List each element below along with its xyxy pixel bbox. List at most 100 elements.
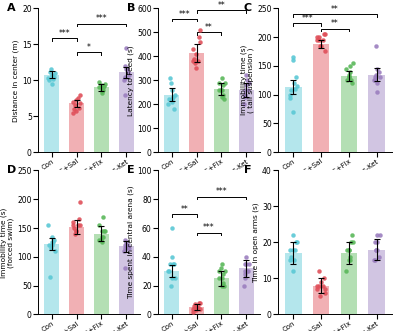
Point <box>99 86 105 92</box>
Point <box>170 94 176 100</box>
Point <box>70 110 76 115</box>
Point <box>48 243 55 248</box>
Text: ***: *** <box>301 14 313 23</box>
Bar <box>285 253 302 314</box>
Point <box>76 105 82 110</box>
Point <box>376 254 382 260</box>
Point <box>76 200 83 205</box>
Point <box>124 67 130 72</box>
Point <box>344 77 350 83</box>
Point <box>321 290 328 296</box>
Point <box>346 75 352 80</box>
Point <box>70 222 76 228</box>
Point <box>374 89 380 94</box>
Point <box>372 72 379 77</box>
Point <box>170 106 177 112</box>
Bar <box>69 227 84 314</box>
Point <box>292 240 299 245</box>
Point <box>72 228 79 234</box>
Point <box>72 108 79 113</box>
Point <box>167 261 173 267</box>
Point <box>98 237 104 242</box>
Point <box>314 283 320 288</box>
Point <box>96 79 102 84</box>
Text: **: ** <box>205 23 213 32</box>
Point <box>319 37 326 43</box>
Bar <box>313 286 330 314</box>
Point <box>316 269 322 274</box>
Point <box>322 287 328 292</box>
Bar <box>239 90 254 152</box>
Text: ***: *** <box>96 15 107 24</box>
Point <box>373 240 380 245</box>
Point <box>122 74 128 79</box>
Point <box>75 222 81 228</box>
Point <box>314 37 321 43</box>
Point <box>286 92 293 97</box>
Bar <box>340 253 357 314</box>
Point <box>48 240 55 245</box>
Point <box>76 217 82 222</box>
Point <box>192 307 199 313</box>
Point <box>243 73 250 78</box>
Point <box>170 261 177 267</box>
Point <box>49 234 55 239</box>
Point <box>372 240 378 245</box>
Text: F: F <box>244 165 251 175</box>
Point <box>346 258 353 263</box>
Point <box>192 66 199 71</box>
Point <box>242 87 248 92</box>
Point <box>344 247 350 252</box>
Point <box>343 66 349 71</box>
Point <box>319 283 326 288</box>
Point <box>48 73 55 78</box>
Point <box>221 283 228 288</box>
Point <box>168 276 175 281</box>
Point <box>50 240 56 245</box>
Point <box>350 240 356 245</box>
Point <box>122 237 128 242</box>
Point <box>122 63 128 69</box>
Point <box>98 83 104 88</box>
Point <box>196 34 202 40</box>
Point <box>70 99 76 105</box>
Point <box>50 74 57 79</box>
Point <box>243 261 250 267</box>
Point <box>290 258 297 263</box>
Point <box>48 246 54 251</box>
Text: D: D <box>8 165 17 175</box>
Point <box>317 43 323 48</box>
Point <box>292 75 299 80</box>
Point <box>100 87 106 92</box>
Point <box>122 92 128 97</box>
Point <box>241 102 247 107</box>
Bar <box>44 244 59 314</box>
Point <box>244 269 250 274</box>
Point <box>246 261 252 267</box>
Point <box>290 247 296 252</box>
Point <box>347 63 354 69</box>
Bar <box>340 76 357 152</box>
Point <box>75 96 81 101</box>
Point <box>101 228 108 234</box>
Point <box>376 75 383 80</box>
Point <box>99 234 105 239</box>
Point <box>222 269 228 274</box>
Point <box>101 83 108 89</box>
Bar <box>189 307 204 314</box>
Point <box>346 75 352 80</box>
Point <box>290 233 296 238</box>
Point <box>245 87 252 92</box>
Point <box>193 305 200 310</box>
Point <box>100 85 106 90</box>
Bar <box>368 74 385 152</box>
Point <box>322 31 328 37</box>
Point <box>371 258 378 263</box>
Point <box>121 249 127 254</box>
Point <box>76 92 83 97</box>
Point <box>320 31 327 37</box>
Point <box>196 39 203 44</box>
Point <box>346 72 352 77</box>
Point <box>125 69 132 74</box>
Point <box>47 274 53 280</box>
